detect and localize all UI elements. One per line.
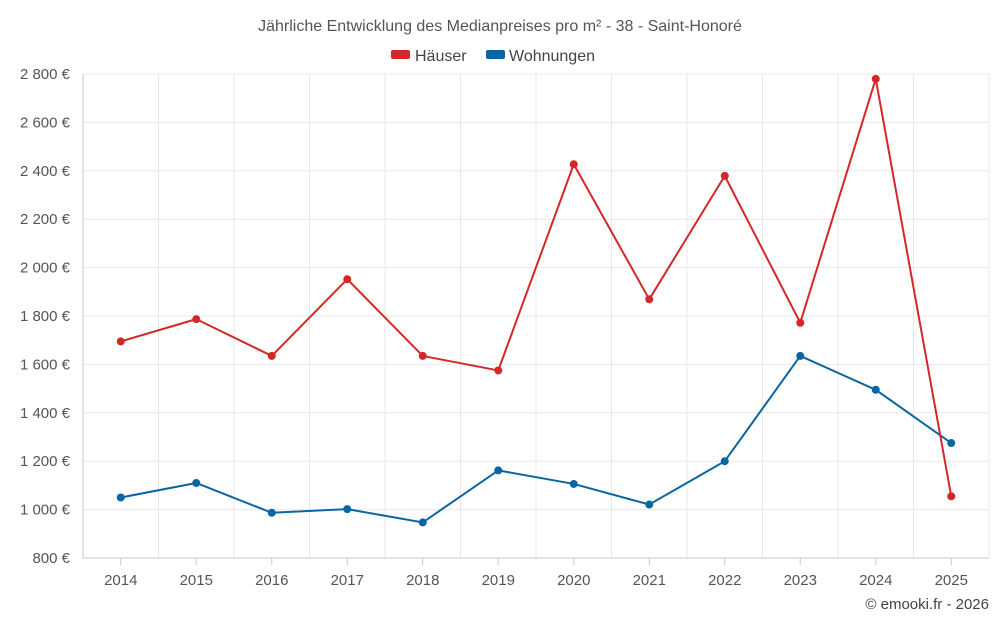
data-point-haeuser <box>720 171 729 180</box>
x-tick-label: 2025 <box>935 572 968 589</box>
data-point-haeuser <box>947 492 956 501</box>
x-tick-label: 2024 <box>859 572 892 589</box>
y-tick-label: 1 800 € <box>20 308 71 325</box>
x-tick-label: 2022 <box>708 572 741 589</box>
x-tick-label: 2017 <box>331 572 364 589</box>
x-tick-label: 2020 <box>557 572 590 589</box>
x-tick-label: 2023 <box>784 572 817 589</box>
x-tick-label: 2021 <box>633 572 666 589</box>
series <box>116 74 956 527</box>
y-tick-label: 800 € <box>32 550 70 567</box>
data-point-haeuser <box>796 318 805 327</box>
x-tick-label: 2018 <box>406 572 439 589</box>
y-tick-label: 2 200 € <box>20 211 71 228</box>
data-point-haeuser <box>267 351 276 360</box>
data-point-wohnungen <box>947 439 956 448</box>
y-tick-label: 1 400 € <box>20 405 71 422</box>
x-tick-label: 2016 <box>255 572 288 589</box>
data-point-haeuser <box>569 160 578 169</box>
y-tick-label: 2 400 € <box>20 163 71 180</box>
y-tick-label: 2 000 € <box>20 260 71 277</box>
data-point-wohnungen <box>871 385 880 394</box>
y-tick-label: 1 200 € <box>20 453 71 470</box>
x-tick-label: 2015 <box>180 572 213 589</box>
data-point-wohnungen <box>645 500 654 509</box>
legend: Häuser Wohnungen <box>391 48 595 65</box>
grid <box>82 73 990 558</box>
x-tick-label: 2019 <box>482 572 515 589</box>
data-point-haeuser <box>645 295 654 304</box>
legend-label-wohnungen: Wohnungen <box>509 48 595 65</box>
data-point-wohnungen <box>796 351 805 360</box>
x-tick-label: 2014 <box>104 572 137 589</box>
credit-text: © emooki.fr - 2026 <box>865 596 989 613</box>
y-tick-label: 2 600 € <box>20 114 71 131</box>
axes: 800 € 1 000 € 1 200 € 1 400 € 1 600 € 1 800 €… <box>20 66 989 589</box>
data-point-wohnungen <box>267 508 276 517</box>
data-point-wohnungen <box>569 479 578 488</box>
chart-title: Jährliche Entwicklung des Medianpreises … <box>258 18 742 35</box>
data-point-haeuser <box>116 337 125 346</box>
data-point-haeuser <box>871 74 880 83</box>
data-point-wohnungen <box>418 518 427 527</box>
data-point-haeuser <box>494 366 503 375</box>
data-point-wohnungen <box>343 505 352 514</box>
data-point-haeuser <box>192 315 201 324</box>
data-point-haeuser <box>418 351 427 360</box>
data-point-wohnungen <box>720 457 729 466</box>
legend-swatch-wohnungen <box>486 50 505 59</box>
legend-label-haeuser: Häuser <box>415 48 467 65</box>
data-point-haeuser <box>343 275 352 284</box>
series-line-wohnungen <box>120 354 952 524</box>
y-tick-label: 1 000 € <box>20 502 71 519</box>
data-point-wohnungen <box>192 478 201 487</box>
y-tick-label: 2 800 € <box>20 66 71 83</box>
data-point-wohnungen <box>494 466 503 475</box>
series-line-haeuser <box>120 77 953 497</box>
data-point-wohnungen <box>116 493 125 502</box>
y-tick-label: 1 600 € <box>20 356 71 373</box>
legend-swatch-haeuser <box>391 50 410 59</box>
